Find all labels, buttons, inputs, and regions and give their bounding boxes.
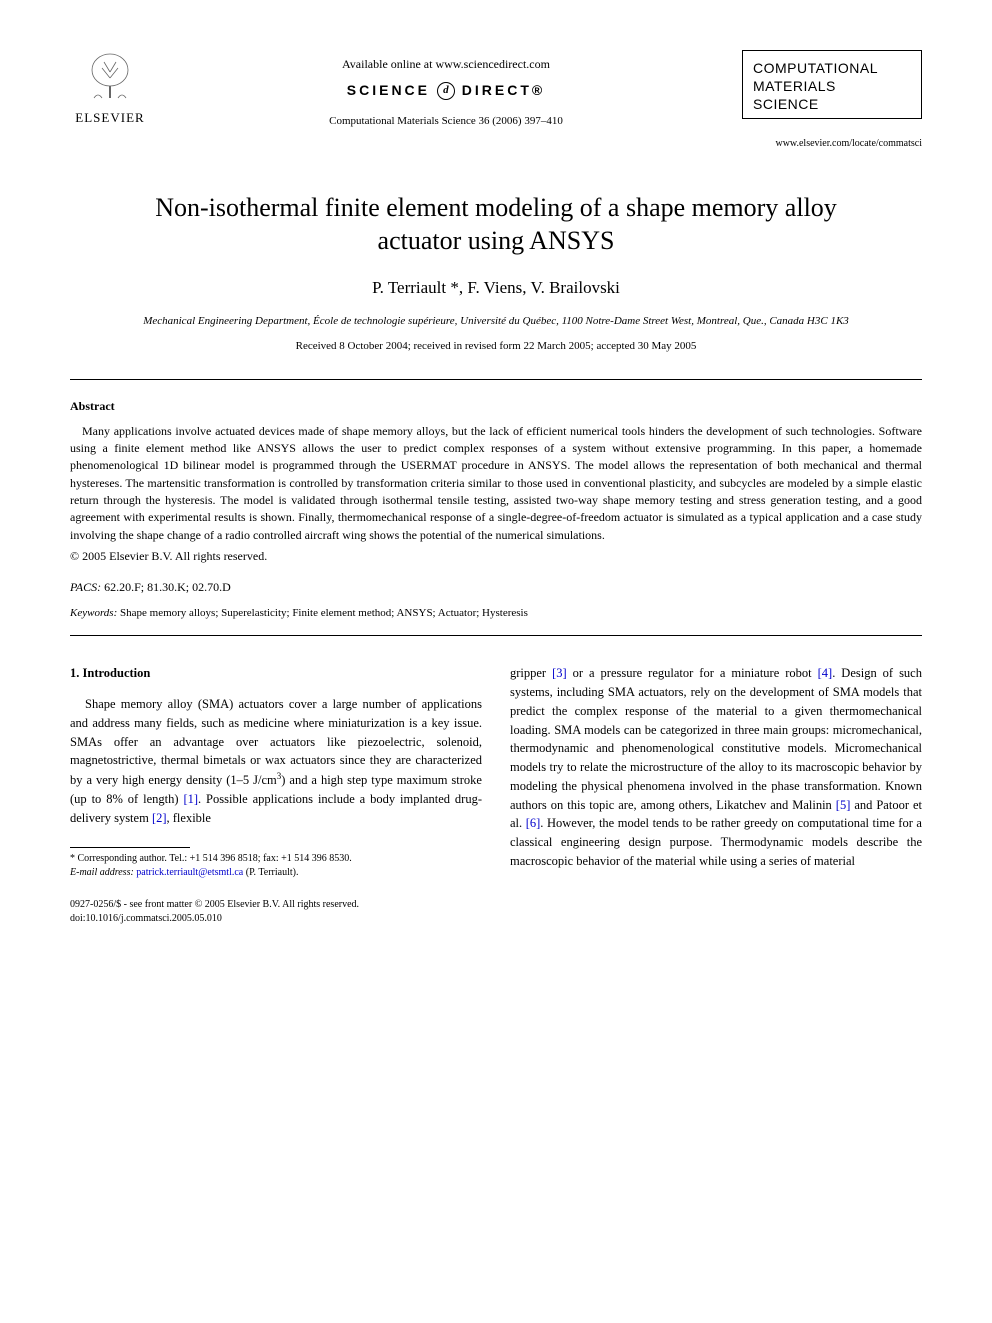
intro-left-para: Shape memory alloy (SMA) actuators cover… (70, 695, 482, 827)
email-footnote: E-mail address: patrick.terriault@etsmtl… (70, 866, 482, 880)
citation-text: Computational Materials Science 36 (2006… (150, 114, 742, 129)
sd-left: SCIENCE (347, 82, 430, 98)
rule-bottom (70, 635, 922, 636)
abstract-heading: Abstract (70, 398, 922, 415)
journal-name-l3: SCIENCE (753, 96, 819, 112)
keywords-label: Keywords: (70, 607, 117, 619)
journal-box-wrapper: COMPUTATIONAL MATERIALS SCIENCE www.else… (742, 50, 922, 151)
science-direct-logo: SCIENCE d DIRECT® (150, 81, 742, 101)
keywords-line: Keywords: Shape memory alloys; Superelas… (70, 606, 922, 621)
page-footer: 0927-0256/$ - see front matter © 2005 El… (70, 898, 922, 926)
journal-box: COMPUTATIONAL MATERIALS SCIENCE (742, 50, 922, 119)
pacs-label: PACS: (70, 580, 101, 594)
article-dates: Received 8 October 2004; received in rev… (70, 339, 922, 354)
ref-link-5[interactable]: [5] (836, 798, 851, 812)
ref-link-1[interactable]: [1] (183, 792, 198, 806)
body-columns: 1. Introduction Shape memory alloy (SMA)… (70, 664, 922, 880)
pacs-codes: 62.20.F; 81.30.K; 02.70.D (104, 580, 231, 594)
abstract-copyright: © 2005 Elsevier B.V. All rights reserved… (70, 548, 922, 565)
abstract-text: Many applications involve actuated devic… (70, 423, 922, 545)
page-container: ELSEVIER Available online at www.science… (0, 0, 992, 966)
journal-name-l2: MATERIALS (753, 78, 836, 94)
right-column: gripper [3] or a pressure regulator for … (510, 664, 922, 880)
footnote-rule (70, 847, 190, 848)
ref-link-6[interactable]: [6] (526, 816, 541, 830)
journal-url[interactable]: www.elsevier.com/locate/commatsci (742, 137, 922, 151)
rule-top (70, 379, 922, 380)
available-online-text: Available online at www.sciencedirect.co… (150, 56, 742, 73)
center-header: Available online at www.sciencedirect.co… (150, 50, 742, 130)
header-row: ELSEVIER Available online at www.science… (70, 50, 922, 151)
corresponding-footnote: * Corresponding author. Tel.: +1 514 396… (70, 852, 482, 866)
keywords-text: Shape memory alloys; Superelasticity; Fi… (120, 607, 528, 619)
email-link[interactable]: patrick.terriault@etsmtl.ca (136, 867, 243, 878)
intro-right-para: gripper [3] or a pressure regulator for … (510, 664, 922, 870)
article-title: Non-isothermal finite element modeling o… (130, 191, 862, 259)
journal-name-l1: COMPUTATIONAL (753, 60, 878, 76)
sd-right: DIRECT® (462, 82, 545, 98)
elsevier-tree-icon (70, 50, 150, 107)
journal-name: COMPUTATIONAL MATERIALS SCIENCE (753, 59, 911, 114)
affiliation: Mechanical Engineering Department, École… (110, 314, 882, 329)
publisher-logo: ELSEVIER (70, 50, 150, 127)
footer-line1: 0927-0256/$ - see front matter © 2005 El… (70, 898, 922, 912)
footer-line2: doi:10.1016/j.commatsci.2005.05.010 (70, 912, 922, 926)
section-1-heading: 1. Introduction (70, 664, 482, 683)
email-suffix: (P. Terriault). (246, 867, 299, 878)
sd-d-icon: d (437, 82, 455, 100)
left-column: 1. Introduction Shape memory alloy (SMA)… (70, 664, 482, 880)
ref-link-2[interactable]: [2] (152, 811, 167, 825)
authors: P. Terriault *, F. Viens, V. Brailovski (70, 276, 922, 300)
email-label: E-mail address: (70, 867, 134, 878)
pacs-line: PACS: 62.20.F; 81.30.K; 02.70.D (70, 579, 922, 596)
ref-link-3[interactable]: [3] (552, 666, 567, 680)
publisher-name: ELSEVIER (70, 109, 150, 127)
ref-link-4[interactable]: [4] (818, 666, 833, 680)
